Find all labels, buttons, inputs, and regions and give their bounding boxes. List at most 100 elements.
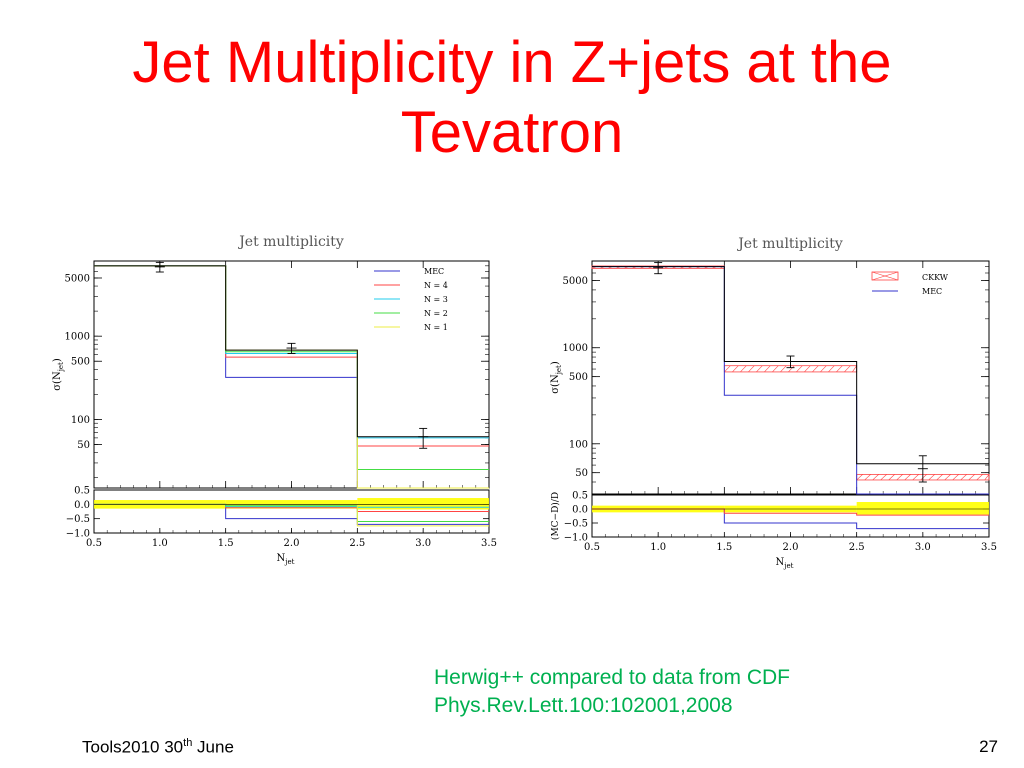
ckkw-hatch (888, 474, 895, 481)
x-tick-label: 3.5 (981, 542, 997, 553)
ckkw-hatch (732, 365, 739, 373)
page-number: 27 (979, 737, 998, 756)
legend-label: MEC (922, 287, 942, 296)
y-tick-label: 5000 (563, 276, 588, 287)
y-axis-label: σ(Njet) (550, 361, 563, 394)
ckkw-hatch (780, 365, 787, 373)
x-axis-label: Njet (776, 557, 794, 570)
footer-text: Tools2010 30 (82, 737, 184, 757)
chart-title: Jet multiplicity (736, 236, 843, 252)
left-plot-svg: Jet multiplicity 5000 1000 500 100 50 0.5 1.0 1.… (52, 234, 497, 566)
ratio-y-tick-label: −1.0 (564, 533, 588, 544)
y-tick-label: 500 (569, 372, 588, 383)
y-tick-label: 50 (77, 440, 90, 451)
caption-line2: Phys.Rev.Lett.100:102001,2008 (434, 694, 733, 717)
ckkw-hatch (856, 474, 863, 481)
y-tick-label: 1000 (563, 343, 588, 354)
ckkw-hatch (772, 365, 779, 373)
ckkw-hatch (864, 474, 871, 481)
series-n-4 (94, 265, 489, 447)
ratio-uncertainty-band (856, 502, 989, 515)
ckkw-hatch (828, 365, 835, 373)
ckkw-hatch (976, 474, 983, 481)
y-tick-label: 50 (575, 468, 588, 479)
ckkw-hatch (844, 365, 851, 373)
x-axis-label: Njet (277, 553, 295, 566)
right-plot-svg: Jet multiplicity 5000 1000 500 100 50 0.5 1.0 1.… (550, 236, 997, 570)
ratio-frame (591, 494, 990, 538)
x-tick-label: 1.5 (218, 538, 234, 549)
legend-label: N = 3 (424, 295, 448, 304)
ratio-y-tick-label: 0.0 (572, 505, 588, 516)
ratio-y-tick-label: 0.5 (572, 491, 588, 502)
y-tick-label: 100 (569, 439, 588, 450)
chart-title: Jet multiplicity (237, 234, 344, 250)
legend-swatch (871, 271, 899, 281)
ckkw-hatch (748, 365, 755, 373)
ckkw-hatch (872, 474, 879, 481)
x-tick-label: 0.5 (584, 542, 600, 553)
legend-hatch (871, 271, 899, 281)
x-tick-label: 2.5 (849, 542, 865, 553)
x-tick-label: 2.5 (349, 538, 365, 549)
ckkw-hatch (880, 474, 887, 481)
y-tick-label: 1000 (65, 332, 90, 343)
ratio-y-tick-label: −0.5 (564, 519, 588, 530)
ratio-y-tick-label: −0.5 (66, 514, 90, 525)
legend-label: MEC (424, 267, 444, 276)
ckkw-hatch (836, 365, 843, 373)
ratio-y-tick-label: 0.0 (74, 500, 90, 511)
ckkw-hatch (968, 474, 975, 481)
left-plot: Jet multiplicity 5000 1000 500 100 50 0.5 1.0 1.… (30, 228, 500, 573)
ckkw-hatch (944, 474, 951, 481)
x-tick-label: 2.0 (783, 542, 799, 553)
ckkw-hatch (796, 365, 803, 373)
y-axis-label: σ(Njet) (52, 358, 65, 391)
x-tick-label: 0.5 (86, 538, 102, 549)
ckkw-hatch (928, 474, 935, 481)
x-tick-label: 3.5 (481, 538, 497, 549)
ckkw-hatch (984, 474, 990, 481)
x-tick-label: 1.5 (716, 542, 732, 553)
ckkw-hatch (812, 365, 819, 373)
ckkw-hatch (904, 474, 911, 481)
ratio-uncertainty-band (357, 498, 489, 510)
ckkw-hatch (952, 474, 959, 481)
ckkw-hatch (852, 365, 857, 373)
footer-after: June (192, 737, 234, 757)
slide-title-line2: Tevatron (400, 100, 624, 165)
ckkw-hatch (788, 365, 795, 373)
ckkw-hatch (740, 365, 747, 373)
legend-label: CKKW (922, 273, 949, 282)
ckkw-hatch (764, 365, 771, 373)
ckkw-hatch (936, 474, 943, 481)
x-tick-label: 2.0 (284, 538, 300, 549)
ckkw-hatch (724, 365, 731, 373)
legend-label: N = 4 (424, 281, 448, 290)
right-plot: Jet multiplicity 5000 1000 500 100 50 0.5 1.0 1.… (524, 228, 998, 573)
ratio-y-tick-label: −1.0 (66, 529, 90, 540)
ckkw-hatch (920, 474, 927, 481)
x-tick-label: 1.0 (152, 538, 168, 549)
ckkw-hatch (960, 474, 967, 481)
ratio-y-axis-label: (MC−D)/D (550, 492, 561, 540)
ckkw-hatch (756, 365, 763, 373)
legend-label: N = 1 (424, 323, 448, 332)
footer-sup: th (183, 737, 193, 749)
legend-label: N = 2 (424, 309, 448, 318)
y-tick-label: 100 (71, 415, 90, 426)
x-tick-label: 3.0 (915, 542, 931, 553)
y-tick-label: 5000 (65, 273, 90, 284)
slide-title: Jet Multiplicity in Z+jets at the Tevatr… (0, 28, 1024, 168)
ckkw-hatch (896, 474, 903, 481)
ckkw-hatch (804, 365, 811, 373)
ckkw-hatch (820, 365, 827, 373)
slide-title-line1: Jet Multiplicity in Z+jets at the (132, 30, 892, 95)
caption: Herwig++ compared to data from CDF Phys.… (434, 664, 790, 720)
x-tick-label: 3.0 (415, 538, 431, 549)
ratio-y-tick-label: 0.5 (74, 486, 90, 497)
y-tick-label: 500 (71, 357, 90, 368)
x-tick-label: 1.0 (650, 542, 666, 553)
series-mec (592, 266, 989, 495)
footer-left: Tools2010 30th June (82, 737, 234, 758)
